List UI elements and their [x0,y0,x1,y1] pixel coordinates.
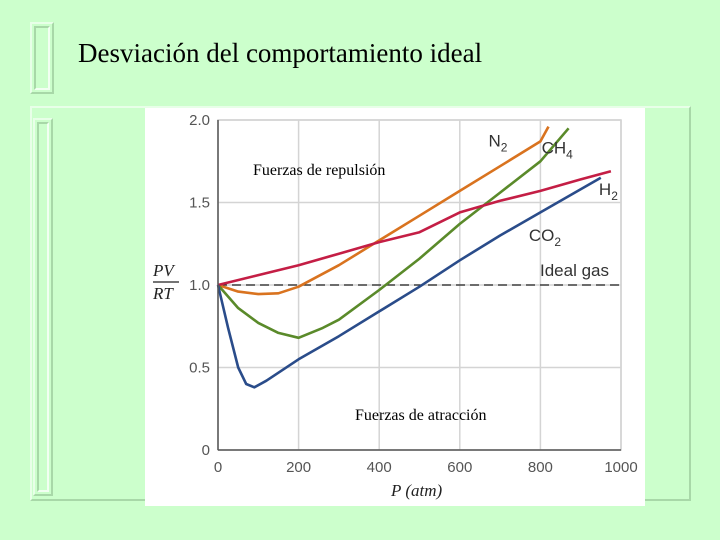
x-tick-label: 1000 [604,459,637,476]
y-tick-label: 1.5 [189,195,210,212]
content-decoration-bar [37,122,49,492]
x-axis-label: P (atm) [390,481,442,500]
series-label-n2: N2 [488,132,507,155]
content-decoration-frame [33,118,53,496]
series-line-n2 [217,125,550,296]
series-label-h2: H2 [599,180,618,203]
axes [217,120,621,451]
series-lines [216,125,612,389]
slide-title: Desviación del comportamiento ideal [78,38,483,68]
y-tick-label: 2.0 [189,112,210,129]
ideal-gas-label: Ideal gas [540,261,609,280]
series-label-co2: CO2 [529,226,562,249]
title-decoration-frame [30,22,54,94]
annotation-repulsion: Fuerzas de repulsión [253,162,385,179]
y-axis-label-denominator: RT [152,284,174,303]
y-tick-label: 0 [202,442,210,459]
deviation-chart: 0 200 400 600 800 1000 0 0.5 1.0 1.5 2.0 N2 CH4 H2 CO… [152,112,638,500]
y-tick-label: 1.0 [189,277,210,294]
series-label-ch4: CH4 [542,138,574,161]
tick-labels: 0 200 400 600 800 1000 0 0.5 1.0 1.5 2.0 [189,112,638,476]
y-tick-label: 0.5 [189,360,210,377]
title-decoration-bar [34,26,50,90]
chart-panel: 0 200 400 600 800 1000 0 0.5 1.0 1.5 2.0 N2 CH4 H2 CO… [145,108,645,506]
series-line-co2 [216,176,602,389]
series-line-h2 [217,169,612,287]
x-tick-label: 600 [447,459,472,476]
x-tick-label: 400 [367,459,392,476]
x-tick-label: 200 [286,459,311,476]
series-line-ch4 [217,127,570,340]
series-labels: N2 CH4 H2 CO2 [488,132,618,249]
y-axis-label-numerator: PV [152,261,176,280]
x-tick-label: 800 [528,459,553,476]
x-tick-label: 0 [214,459,222,476]
annotation-attraction: Fuerzas de atracción [355,407,486,424]
